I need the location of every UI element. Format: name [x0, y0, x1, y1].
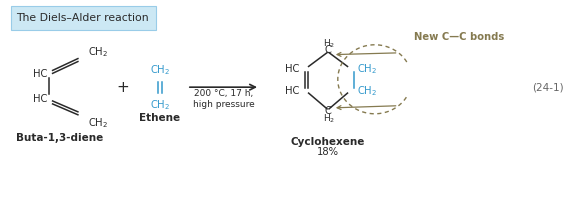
Text: HC: HC	[286, 64, 300, 74]
Text: C: C	[325, 106, 332, 116]
Text: +: +	[116, 80, 129, 95]
Text: (24-1): (24-1)	[532, 82, 564, 92]
Text: H$_2$: H$_2$	[323, 112, 335, 125]
Text: Buta-1,3-diene: Buta-1,3-diene	[16, 132, 103, 143]
Text: HC: HC	[34, 69, 48, 79]
Text: CH$_2$: CH$_2$	[87, 45, 108, 59]
Text: CH$_2$: CH$_2$	[357, 84, 378, 98]
Text: 200 °C, 17 h,
high pressure: 200 °C, 17 h, high pressure	[193, 89, 254, 109]
Text: 18%: 18%	[317, 147, 339, 157]
Text: CH$_2$: CH$_2$	[149, 64, 170, 77]
Text: The Diels–Alder reaction: The Diels–Alder reaction	[16, 13, 149, 23]
Text: CH$_2$: CH$_2$	[357, 63, 378, 76]
Text: CH$_2$: CH$_2$	[149, 98, 170, 112]
Text: H$_2$: H$_2$	[323, 38, 335, 50]
FancyBboxPatch shape	[11, 6, 156, 30]
Text: Ethene: Ethene	[139, 113, 180, 123]
Text: CH$_2$: CH$_2$	[87, 116, 108, 129]
Text: New C—C bonds: New C—C bonds	[414, 32, 504, 42]
Text: HC: HC	[286, 86, 300, 96]
Text: Cyclohexene: Cyclohexene	[291, 137, 365, 148]
Text: HC: HC	[34, 94, 48, 104]
Text: C: C	[325, 45, 332, 55]
